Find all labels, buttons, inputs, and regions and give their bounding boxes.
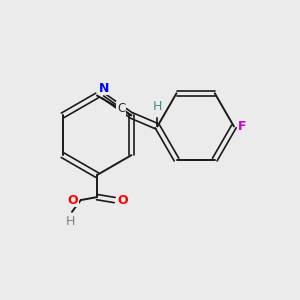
Text: H: H (66, 215, 75, 228)
Text: O: O (118, 194, 128, 207)
Text: O: O (68, 194, 78, 207)
Text: H: H (153, 100, 162, 113)
Text: F: F (238, 120, 246, 133)
Text: C: C (117, 102, 125, 115)
Text: N: N (98, 82, 109, 94)
